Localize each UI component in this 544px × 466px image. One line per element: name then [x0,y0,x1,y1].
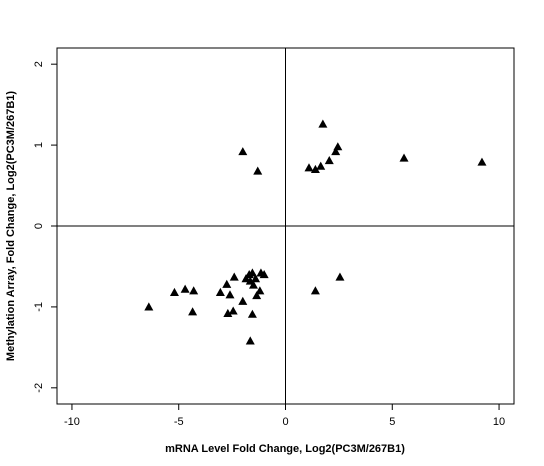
data-point [238,147,248,156]
data-point [310,286,320,295]
data-point [215,287,225,296]
data-point [335,272,345,281]
y-axis: -2 -1 0 1 2 [33,61,57,393]
y-tick-label: 2 [33,61,45,67]
x-axis-title: mRNA Level Fold Change, Log2(PC3M/267B1) [165,443,405,455]
data-point [324,155,334,165]
data-point [253,166,263,175]
data-point [247,309,257,318]
x-tick-label: 0 [282,416,288,428]
y-axis-title: Methylation Array, Fold Change, Log2(PC3… [5,91,17,361]
data-point [477,157,487,166]
data-point [144,302,154,311]
x-tick-label: -10 [64,416,80,428]
data-point [248,280,258,289]
data-point [238,296,248,305]
data-point [251,274,261,283]
data-point [333,142,343,151]
x-tick-label: 10 [493,416,505,428]
data-point [331,147,341,156]
data-point [223,308,233,317]
data-point [399,153,409,162]
data-point [252,291,262,300]
y-tick-label: 1 [33,142,45,148]
data-point [310,164,320,173]
x-axis: -10 -5 0 5 10 [64,404,505,428]
y-tick-label: -2 [33,383,45,393]
data-point [189,286,199,295]
data-point [259,270,269,279]
data-point [316,161,326,170]
y-tick-label: -1 [33,302,45,312]
data-point [228,306,238,315]
y-tick-label: 0 [33,223,45,229]
data-point [222,279,232,288]
x-tick-label: -5 [174,416,184,428]
reference-lines [57,48,514,404]
data-point [169,287,179,296]
data-point [188,307,198,316]
data-point [229,272,239,281]
data-point [225,290,235,299]
data-point [255,286,265,295]
data-point [304,163,314,172]
data-point [180,284,190,293]
data-points [144,119,487,345]
data-point [318,119,328,128]
data-point [247,268,257,277]
data-point [245,336,255,345]
x-tick-label: 5 [389,416,395,428]
